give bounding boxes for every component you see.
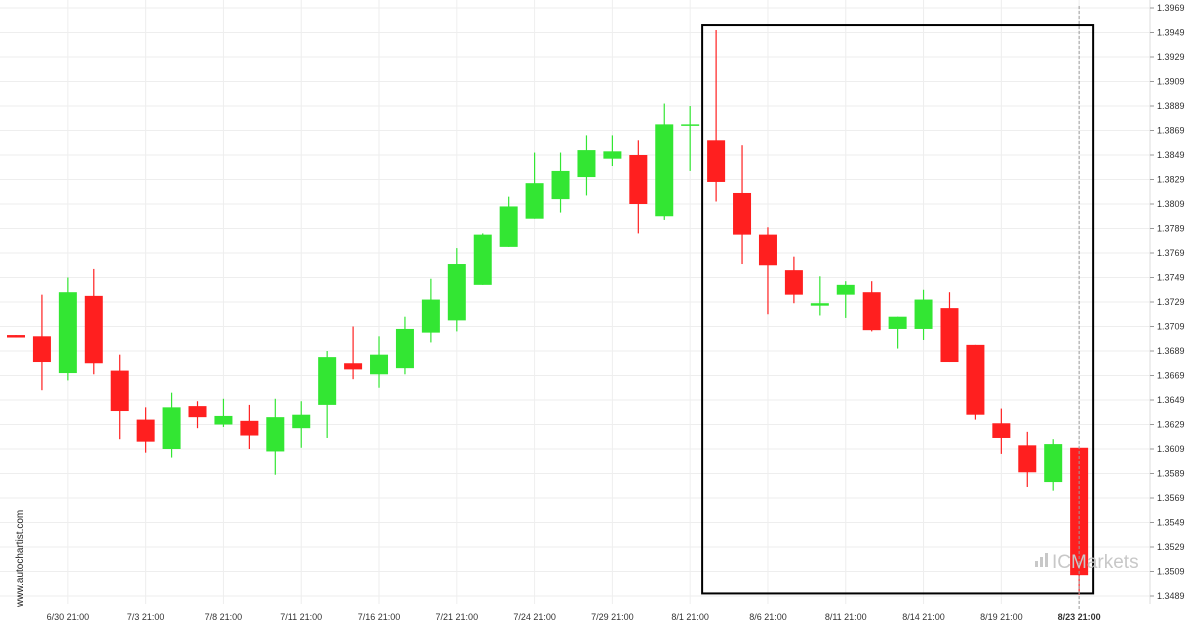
candle-body-bearish [85, 296, 103, 363]
candle-body-bearish [344, 363, 362, 369]
candle-body-bearish [7, 335, 25, 337]
candle-body-bullish [500, 206, 518, 246]
price-tick-label: 1.3869 [1157, 126, 1185, 136]
candle-body-bearish [1018, 445, 1036, 472]
price-tick-label: 1.3629 [1157, 420, 1185, 430]
time-tick-label: 6/30 21:00 [47, 612, 90, 622]
candle-body-bullish [655, 124, 673, 216]
candle-body-bearish [785, 270, 803, 295]
price-tick-label: 1.3929 [1157, 52, 1185, 62]
time-tick-label: 7/24 21:00 [513, 612, 556, 622]
price-tick-label: 1.3609 [1157, 444, 1185, 454]
price-tick-label: 1.3789 [1157, 224, 1185, 234]
candle-body-bullish [448, 264, 466, 320]
candle-body-bearish [189, 406, 207, 417]
price-tick-label: 1.3529 [1157, 542, 1185, 552]
price-tick-label: 1.3569 [1157, 493, 1185, 503]
price-tick-label: 1.3969 [1157, 3, 1185, 13]
candle-body-bullish [474, 235, 492, 285]
price-tick-label: 1.3909 [1157, 77, 1185, 87]
price-tick-label: 1.3729 [1157, 297, 1185, 307]
candle-body-bearish [966, 345, 984, 415]
price-tick-label: 1.3669 [1157, 371, 1185, 381]
candle-body-bullish [681, 124, 699, 126]
time-tick-label: 7/29 21:00 [591, 612, 634, 622]
candle-body-bearish [992, 423, 1010, 438]
price-tick-label: 1.3489 [1157, 591, 1185, 601]
candle-body-bullish [318, 357, 336, 405]
candle-body-bullish [370, 355, 388, 375]
candle-body-bearish [33, 336, 51, 362]
candle-body-bullish [422, 300, 440, 333]
price-axis: 1.3969 1.3949 1.3929 1.3909 1.3889 1.3869 1.38… [1150, 3, 1185, 601]
candle-body-bearish [863, 292, 881, 330]
candle-body-bearish [733, 193, 751, 235]
candle-body-bullish [59, 292, 77, 373]
time-tick-label: 7/3 21:00 [127, 612, 165, 622]
price-tick-label: 1.3849 [1157, 150, 1185, 160]
candle-body-bullish [266, 417, 284, 451]
candle-body-bullish [292, 415, 310, 428]
candle-body-bearish [707, 140, 725, 182]
site-watermark: www.autochartist.com [15, 510, 26, 608]
candle-body-bearish [759, 235, 777, 266]
price-tick-label: 1.3809 [1157, 199, 1185, 209]
price-tick-label: 1.3709 [1157, 322, 1185, 332]
price-tick-label: 1.3549 [1157, 518, 1185, 528]
price-tick-label: 1.3589 [1157, 469, 1185, 479]
time-tick-label: 8/6 21:00 [749, 612, 787, 622]
price-tick-label: 1.3689 [1157, 346, 1185, 356]
candle-body-bullish [396, 329, 414, 368]
candle-body-bullish [552, 171, 570, 199]
time-tick-label: 8/11 21:00 [825, 612, 867, 622]
candle-body-bullish [577, 150, 595, 177]
candle-body-bullish [889, 317, 907, 329]
candle-body-bullish [1044, 444, 1062, 482]
candle-body-bearish [111, 371, 129, 411]
candle-body-bullish [811, 303, 829, 305]
price-tick-label: 1.3509 [1157, 567, 1185, 577]
price-tick-label: 1.3829 [1157, 175, 1185, 185]
time-axis: 6/30 21:00 7/3 21:00 7/8 21:00 7/11 21:00 7/… [47, 612, 1101, 622]
price-tick-label: 1.3649 [1157, 395, 1185, 405]
candle-body-bullish [163, 407, 181, 449]
candle-body-bearish [629, 155, 647, 204]
candle-body-bearish [240, 421, 258, 436]
brand-watermark-text: ICMarkets [1052, 552, 1139, 573]
price-tick-label: 1.3889 [1157, 101, 1185, 111]
time-tick-label: 7/8 21:00 [205, 612, 243, 622]
candle-body-bearish [137, 420, 155, 442]
time-tick-label: 8/19 21:00 [980, 612, 1023, 622]
candle-body-bearish [940, 308, 958, 362]
candle-body-bullish [915, 300, 933, 329]
candle-body-bullish [837, 285, 855, 295]
time-tick-label: 7/11 21:00 [280, 612, 322, 622]
price-tick-label: 1.3769 [1157, 248, 1185, 258]
time-tick-label: 7/21 21:00 [436, 612, 479, 622]
time-tick-label: 8/1 21:00 [671, 612, 709, 622]
candle-body-bullish [526, 183, 544, 219]
candle-body-bullish [214, 416, 232, 425]
time-tick-label: 8/23 21:00 [1058, 612, 1101, 622]
candle-body-bullish [603, 151, 621, 158]
price-tick-label: 1.3949 [1157, 28, 1185, 38]
price-tick-label: 1.3749 [1157, 273, 1185, 283]
time-tick-label: 7/16 21:00 [358, 612, 401, 622]
time-tick-label: 8/14 21:00 [902, 612, 945, 622]
